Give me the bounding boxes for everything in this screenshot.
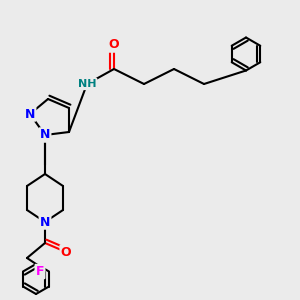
Text: NH: NH [78,79,96,89]
Text: N: N [25,107,35,121]
Text: O: O [109,38,119,52]
Text: N: N [40,215,50,229]
Text: O: O [61,245,71,259]
Text: F: F [36,265,44,278]
Text: N: N [40,128,50,142]
